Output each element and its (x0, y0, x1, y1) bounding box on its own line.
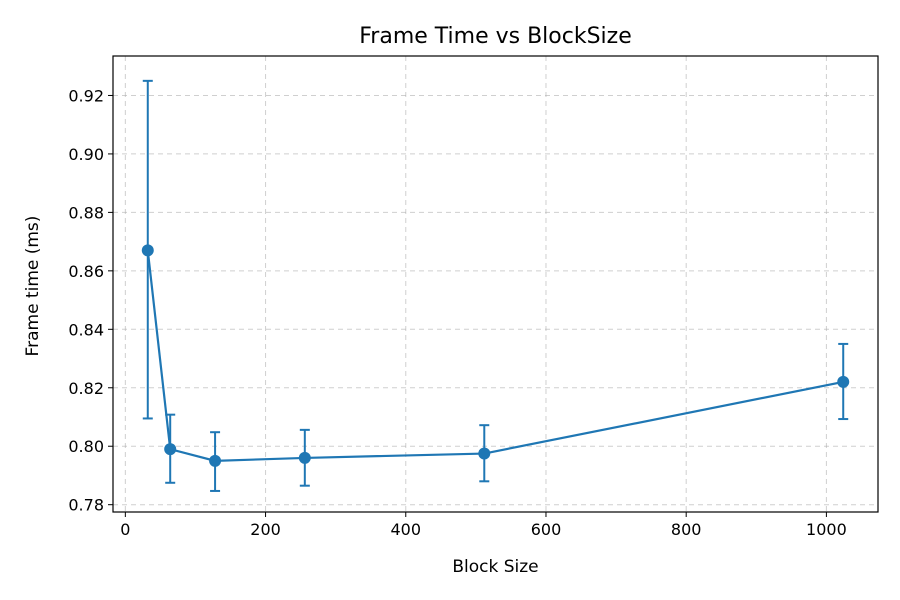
y-tick-label: 0.80 (68, 437, 104, 456)
y-tick-label: 0.90 (68, 145, 104, 164)
y-tick-label: 0.78 (68, 496, 104, 515)
grid (113, 56, 878, 512)
x-axis-label: Block Size (452, 557, 538, 577)
y-tick-label: 0.92 (68, 86, 104, 105)
plot-frame (112, 55, 879, 513)
series-layer (141, 79, 850, 492)
data-point (164, 443, 177, 456)
x-tick-label: 200 (250, 520, 281, 539)
data-point (837, 375, 850, 388)
ticks: 0 200 400 600 800 1000 0.78 0.80 0.82 0.84 0.86 0.8… (68, 86, 846, 539)
y-tick-label: 0.84 (68, 320, 104, 339)
y-tick-label: 0.82 (68, 379, 104, 398)
y-axis-label: Frame time (ms) (23, 216, 43, 357)
x-tick-label: 1000 (806, 520, 847, 539)
y-tick-label: 0.88 (68, 203, 104, 222)
x-tick-label: 800 (671, 520, 702, 539)
data-point (478, 447, 491, 460)
data-point (209, 454, 222, 467)
chart-title: Frame Time vs BlockSize (359, 24, 632, 49)
y-tick-label: 0.86 (68, 262, 104, 281)
x-tick-label: 400 (390, 520, 421, 539)
series-line (146, 250, 844, 462)
data-point (141, 244, 154, 257)
x-tick-label: 0 (120, 520, 130, 539)
x-tick-label: 600 (531, 520, 562, 539)
data-point (298, 451, 311, 464)
